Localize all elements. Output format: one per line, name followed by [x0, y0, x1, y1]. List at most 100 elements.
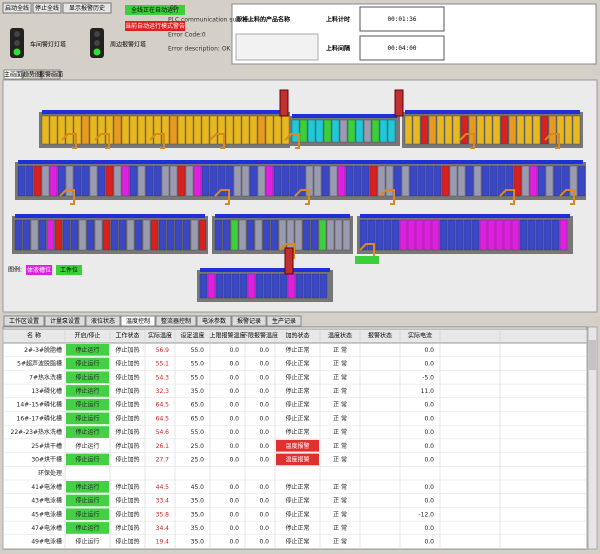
table-tab[interactable]	[120, 315, 156, 327]
table-tab[interactable]	[231, 315, 267, 327]
button[interactable]	[62, 2, 112, 14]
tank	[198, 219, 207, 251]
tank	[425, 165, 434, 197]
tank	[495, 219, 504, 251]
scrollbar[interactable]	[587, 326, 598, 550]
tab[interactable]	[3, 69, 23, 80]
status-cell[interactable]	[66, 494, 109, 507]
cell: 34.4	[156, 525, 170, 532]
status-cell[interactable]	[66, 508, 109, 521]
tank	[287, 273, 296, 299]
product-field	[235, 33, 319, 61]
button[interactable]	[32, 2, 62, 14]
tank	[265, 115, 274, 145]
tank	[479, 219, 488, 251]
cell: 65.0	[191, 415, 205, 422]
cell: 26.1	[156, 443, 170, 450]
status-cell[interactable]	[66, 426, 109, 438]
tank	[513, 165, 522, 197]
button[interactable]	[2, 2, 32, 14]
cell: 停止正常	[285, 428, 309, 436]
tank	[342, 219, 351, 251]
status-cell[interactable]	[66, 398, 109, 411]
cell: 0.0	[259, 347, 269, 354]
cell: 0.0	[424, 456, 434, 463]
cell: 64.5	[156, 402, 170, 409]
tank	[294, 219, 303, 251]
cell: 0.0	[259, 456, 269, 463]
status-cell[interactable]	[66, 481, 109, 493]
conveyor-top	[200, 268, 330, 272]
hanger	[379, 189, 395, 205]
status-cell[interactable]	[66, 453, 109, 466]
table-tab[interactable]	[3, 315, 45, 327]
tank	[255, 273, 264, 299]
cell: 停止正常	[285, 483, 309, 491]
tank	[460, 115, 469, 145]
table-tab[interactable]	[44, 315, 86, 327]
cell: 27.7	[156, 456, 170, 463]
conveyor-top	[405, 110, 580, 114]
tank	[577, 165, 586, 197]
hanger	[284, 133, 300, 149]
tank	[190, 219, 199, 251]
status-cell[interactable]	[66, 344, 109, 356]
tank	[345, 165, 354, 197]
tank	[102, 219, 111, 251]
tab[interactable]	[22, 69, 42, 80]
tank	[500, 115, 509, 145]
cell: 55.0	[191, 429, 205, 436]
cell: 22#-23#热水洗槽	[11, 428, 63, 436]
cell: 0.0	[259, 443, 269, 450]
tank	[281, 165, 290, 197]
status-cell[interactable]	[66, 385, 109, 397]
tank	[468, 115, 477, 145]
button-label: 停止全线	[35, 4, 59, 12]
cell: 45.0	[191, 484, 205, 491]
cell: 停止正常	[285, 524, 309, 532]
status-cell[interactable]	[66, 522, 109, 534]
cell: 停止正常	[285, 414, 309, 422]
scroll-thumb[interactable]	[589, 340, 596, 370]
tank	[97, 115, 106, 145]
cell: 0.0	[229, 361, 239, 368]
cell: 0.0	[229, 443, 239, 450]
table-tab[interactable]	[196, 315, 232, 327]
tank	[359, 219, 368, 251]
tank	[326, 219, 335, 251]
tank	[511, 219, 520, 251]
tank	[129, 115, 138, 145]
cell: 停止运行	[75, 510, 99, 518]
hanger	[499, 189, 515, 205]
lift	[284, 247, 294, 275]
tank	[529, 165, 538, 197]
tab[interactable]	[41, 69, 61, 80]
status-cell[interactable]	[66, 357, 109, 370]
cell: 33.4	[156, 498, 170, 505]
run-status-box	[125, 5, 185, 15]
table-tab[interactable]	[155, 315, 197, 327]
tank	[17, 165, 26, 197]
tank	[318, 219, 327, 251]
hanger	[214, 189, 230, 205]
tank	[385, 165, 394, 197]
timer-value: 00:01:36	[388, 16, 417, 23]
status-cell[interactable]	[66, 371, 109, 384]
cell: 停止运行	[75, 373, 99, 381]
tank	[246, 219, 255, 251]
tank	[455, 219, 464, 251]
tank	[315, 119, 324, 143]
cell: 0.0	[424, 443, 434, 450]
tank	[307, 119, 316, 143]
tank	[81, 115, 90, 145]
tank	[503, 219, 512, 251]
tank	[65, 115, 74, 145]
tank	[161, 115, 170, 145]
table-tab[interactable]	[266, 315, 302, 327]
tank	[214, 219, 223, 251]
status-cell[interactable]	[66, 412, 109, 425]
cell: 11.0	[421, 388, 435, 395]
tank	[118, 219, 127, 251]
table-tab[interactable]	[85, 315, 121, 327]
cell: 0.0	[229, 374, 239, 381]
